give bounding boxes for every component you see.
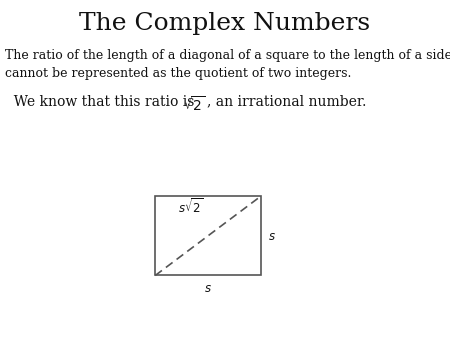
Text: We know that this ratio is: We know that this ratio is xyxy=(5,95,199,108)
Text: $\sqrt{2}$: $\sqrt{2}$ xyxy=(183,95,205,114)
Bar xyxy=(155,196,261,275)
Text: $s$: $s$ xyxy=(268,230,275,243)
Text: The ratio of the length of a diagonal of a square to the length of a side
cannot: The ratio of the length of a diagonal of… xyxy=(5,49,450,80)
Text: $s\sqrt{2}$: $s\sqrt{2}$ xyxy=(178,197,203,216)
Text: The Complex Numbers: The Complex Numbers xyxy=(80,12,370,35)
Text: , an irrational number.: , an irrational number. xyxy=(207,95,366,108)
Text: $s$: $s$ xyxy=(204,282,212,295)
